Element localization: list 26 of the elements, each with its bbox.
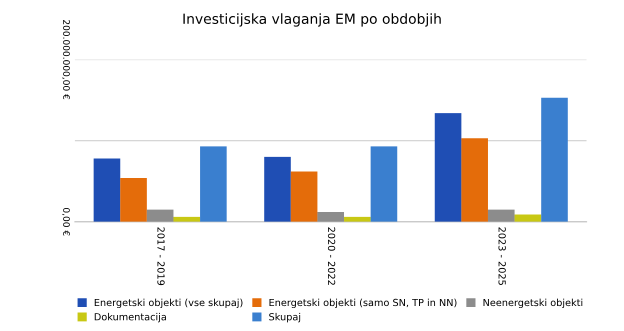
- bar: [370, 146, 398, 222]
- bar: [461, 138, 488, 222]
- bar: [146, 210, 174, 222]
- bar: [94, 158, 120, 222]
- bar: [173, 216, 200, 222]
- bar: [317, 212, 344, 222]
- bar: [264, 156, 291, 222]
- x-tick-label: 2020 - 2022: [328, 227, 336, 285]
- bar: [541, 98, 568, 222]
- legend-label: Energetski objekti (samo SN, TP in NN): [270, 298, 456, 308]
- x-tick-label: 2023 - 2025: [498, 227, 506, 285]
- chart-title: Investicijska vlaganja EM po obdobjih: [183, 13, 441, 27]
- legend-label: Neenergetski objekti: [484, 298, 582, 308]
- bar: [200, 146, 227, 222]
- bar: [290, 171, 318, 222]
- legend-label: Energetski objekti (vse skupaj): [94, 298, 242, 308]
- bar: [514, 214, 542, 222]
- y-tick-label: 200.000.000,00 €: [62, 20, 70, 100]
- legend-label: Skupaj: [269, 312, 300, 322]
- y-tick-label: 0,00 €: [62, 208, 70, 236]
- x-tick-label: 2017 - 2019: [157, 227, 165, 286]
- legend-label: Dokumentacija: [94, 312, 166, 322]
- bar: [488, 210, 515, 222]
- bar: [434, 113, 462, 222]
- bar: [344, 216, 371, 222]
- bar: [120, 178, 147, 222]
